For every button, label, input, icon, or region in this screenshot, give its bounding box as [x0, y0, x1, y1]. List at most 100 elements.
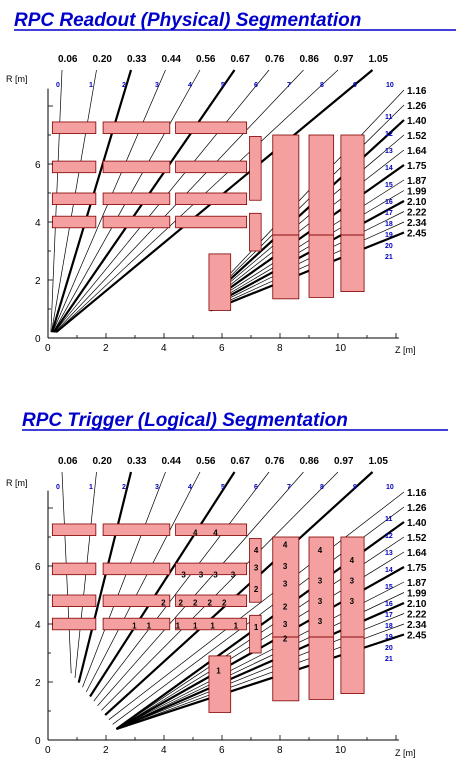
- eta-label: 1.99: [407, 187, 427, 198]
- cell-label: 3: [283, 620, 288, 629]
- sector-number: 10: [386, 484, 394, 491]
- sector-number: 17: [385, 210, 393, 217]
- cell-label: 2: [193, 598, 198, 607]
- barrel-chamber: [175, 192, 248, 206]
- cell-label: 4: [350, 556, 355, 565]
- eta-label: 2.22: [407, 610, 427, 621]
- eta-label: 2.10: [407, 599, 427, 610]
- sector-number: 11: [385, 114, 393, 121]
- cell-label: 2: [208, 598, 213, 607]
- sector-number: 19: [385, 232, 393, 239]
- cell-label: 4: [254, 546, 259, 555]
- eta-label: 2.34: [407, 620, 427, 631]
- eta-line: [210, 89, 405, 295]
- eta-line: [82, 471, 166, 688]
- eta-label: 1.40: [407, 116, 427, 127]
- endcap-chamber: [340, 234, 365, 293]
- eta-label: 0.56: [196, 54, 216, 65]
- cell-label: 1: [254, 623, 259, 632]
- barrel-chamber: [102, 192, 171, 206]
- x-tick-label: 0: [45, 343, 51, 354]
- barrel-chamber: [102, 594, 171, 608]
- eta-label: 0.86: [300, 456, 320, 467]
- eta-label: 1.26: [407, 503, 427, 514]
- x-tick-label: 10: [335, 343, 347, 354]
- barrel-chamber: [102, 215, 171, 229]
- eta-label: 1.75: [407, 161, 427, 172]
- cell-label: 4: [213, 529, 218, 538]
- panel-title: RPC Trigger (Logical) Segmentation: [22, 410, 348, 431]
- x-tick-label: 2: [103, 343, 109, 354]
- eta-line: [209, 200, 405, 308]
- eta-label: 0.33: [127, 456, 147, 467]
- eta-label: 0.76: [265, 456, 285, 467]
- endcap-chamber: [340, 636, 365, 694]
- cell-label: 3: [199, 571, 204, 580]
- y-axis-title: R [m]: [6, 74, 28, 84]
- sector-number: 7: [287, 484, 291, 491]
- endcap-chamber: [340, 536, 365, 638]
- eta-label: 1.64: [407, 548, 427, 559]
- cell-label: 1: [216, 666, 221, 675]
- cell-label: 2: [161, 598, 166, 607]
- x-tick-label: 10: [335, 745, 347, 756]
- endcap-chamber: [249, 212, 262, 252]
- eta-label: 0.67: [231, 456, 251, 467]
- sector-number: 9: [353, 484, 357, 491]
- cell-label: 2: [179, 598, 184, 607]
- endcap-chamber: [308, 134, 335, 236]
- x-tick-label: 8: [277, 343, 283, 354]
- eta-label: 0.20: [93, 456, 113, 467]
- eta-label: 2.10: [407, 197, 427, 208]
- cell-label: 3: [213, 571, 218, 580]
- endcap-chamber: [249, 538, 262, 603]
- sector-number: 13: [385, 550, 393, 557]
- eta-label: 2.45: [407, 631, 427, 642]
- eta-label: 1.99: [407, 589, 427, 600]
- cell-label: 1: [176, 621, 181, 630]
- sector-number: 2: [122, 82, 126, 89]
- cell-label: 3: [318, 617, 323, 626]
- y-tick-label: 4: [35, 218, 41, 229]
- eta-line: [209, 164, 405, 303]
- cell-label: 3: [318, 597, 323, 606]
- endcap-chamber: [249, 136, 262, 201]
- sector-number: 20: [385, 645, 393, 652]
- sector-number: 4: [188, 484, 192, 491]
- endcap-chamber: [308, 234, 335, 298]
- x-tick-label: 6: [219, 343, 225, 354]
- endcap-chamber: [208, 253, 232, 311]
- sector-number: 10: [386, 82, 394, 89]
- eta-line: [209, 119, 405, 299]
- cell-label: 3: [181, 571, 186, 580]
- barrel-chamber: [102, 160, 171, 174]
- sector-number: 14: [385, 165, 393, 172]
- sector-number: 21: [385, 656, 393, 663]
- cell-label: 1: [132, 621, 137, 630]
- sector-number: 6: [254, 82, 258, 89]
- readout-panel: RPC Readout (Physical) Segmentation 0 2 4 6…: [6, 10, 456, 355]
- eta-line: [97, 471, 304, 707]
- sector-number: 15: [385, 584, 393, 591]
- endcap-chamber: [308, 636, 335, 700]
- eta-label: 0.44: [162, 54, 182, 65]
- eta-label: 0.67: [231, 54, 251, 65]
- endcap-chamber: [249, 614, 262, 654]
- cell-label: 2: [254, 585, 259, 594]
- y-tick-label: 0: [35, 334, 41, 345]
- eta-line: [101, 471, 339, 711]
- endcap-chamber: [208, 655, 232, 713]
- sector-number: 16: [385, 199, 393, 206]
- eta-label: 1.16: [407, 86, 427, 97]
- eta-label: 1.05: [369, 456, 389, 467]
- sector-number: 5: [221, 82, 225, 89]
- x-axis-title: Z [m]: [395, 748, 416, 758]
- eta-label: 2.45: [407, 229, 427, 240]
- cell-label: 1: [210, 621, 215, 630]
- sector-number: 2: [122, 484, 126, 491]
- barrel-chamber: [51, 121, 97, 134]
- eta-line: [210, 134, 405, 300]
- eta-label: 0.76: [265, 54, 285, 65]
- y-axis-title: R [m]: [6, 478, 28, 488]
